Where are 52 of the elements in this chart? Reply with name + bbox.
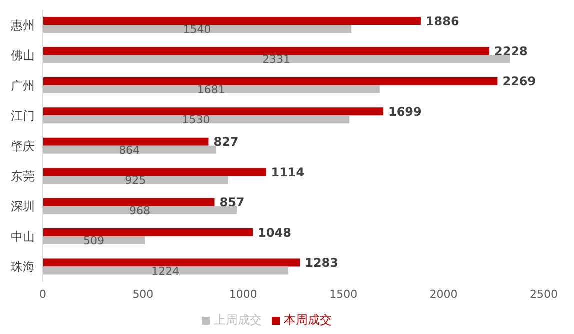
y-tick-label: 中山 <box>11 230 35 244</box>
bar <box>43 116 350 124</box>
data-label: 2228 <box>494 44 528 58</box>
bar <box>43 55 510 64</box>
bar <box>43 258 300 267</box>
data-label: 2269 <box>502 74 536 89</box>
bar <box>43 25 352 33</box>
bar <box>43 138 209 146</box>
y-tick-label: 深圳 <box>11 200 35 214</box>
bar <box>43 206 237 214</box>
x-tick-label: 0 <box>40 288 46 301</box>
data-label: 857 <box>220 196 245 210</box>
data-label: 1699 <box>388 104 422 119</box>
bar <box>43 266 288 275</box>
x-tick-label: 2500 <box>530 288 558 301</box>
bar <box>43 77 498 86</box>
y-tick-label: 广州 <box>11 78 35 93</box>
x-tick-label: 1000 <box>229 288 258 301</box>
bar <box>43 108 384 116</box>
y-tick-label: 江门 <box>11 109 35 124</box>
bar <box>43 17 421 25</box>
y-tick-label: 惠州 <box>10 18 35 32</box>
data-label: 827 <box>214 135 239 150</box>
legend-label: 本周成交 <box>284 313 332 327</box>
bar <box>43 85 380 94</box>
data-label: 1048 <box>258 226 292 240</box>
bar <box>43 176 228 184</box>
data-label: 864 <box>119 144 140 157</box>
data-label: 1224 <box>152 264 180 278</box>
bar <box>43 168 266 176</box>
y-tick-label: 东莞 <box>11 169 35 184</box>
x-tick-label: 500 <box>132 288 154 301</box>
y-tick-label: 佛山 <box>11 48 35 63</box>
x-tick-label: 1500 <box>330 288 358 301</box>
bar <box>43 47 490 56</box>
data-label: 2331 <box>262 53 291 66</box>
data-label: 1530 <box>182 114 210 127</box>
data-label: 1886 <box>426 14 460 28</box>
bar <box>43 146 216 154</box>
bar <box>43 198 215 206</box>
data-label: 1681 <box>197 83 226 96</box>
bar <box>43 228 254 237</box>
y-tick-label: 珠海 <box>11 260 35 274</box>
data-label: 1283 <box>305 256 339 270</box>
data-label: 968 <box>129 204 150 218</box>
y-tick-label: 肇庆 <box>11 139 35 154</box>
data-label: 509 <box>84 234 104 248</box>
data-label: 925 <box>125 174 146 188</box>
data-label: 1114 <box>271 165 305 180</box>
legend-label: 上周成交 <box>214 313 262 327</box>
data-label: 1540 <box>183 23 212 36</box>
x-tick-label: 2000 <box>430 288 458 301</box>
